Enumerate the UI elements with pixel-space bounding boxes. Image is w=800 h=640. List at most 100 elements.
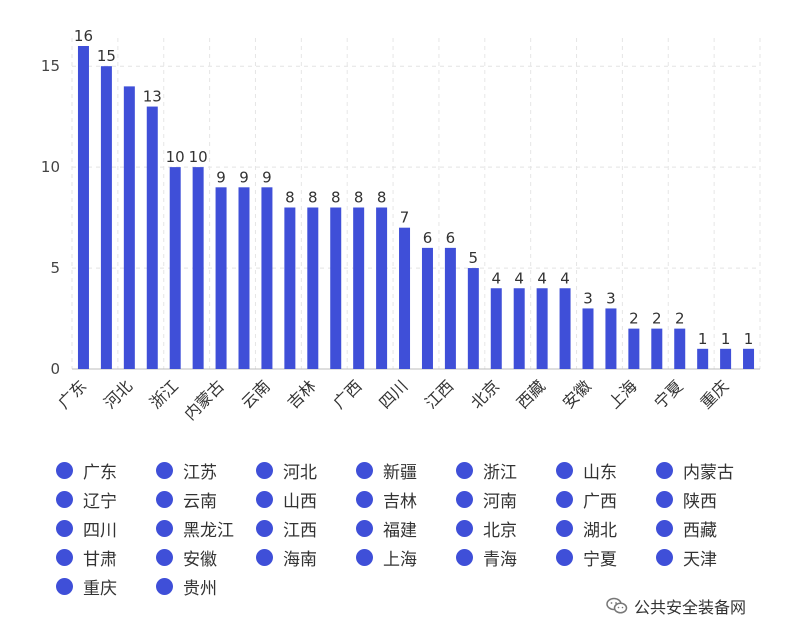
legend-item[interactable]: 吉林: [356, 487, 456, 512]
data-label: 1: [744, 330, 754, 348]
legend-item[interactable]: 上海: [356, 545, 456, 570]
legend-item[interactable]: 黑龙江: [156, 516, 256, 541]
bar: [743, 348, 755, 369]
legend-label: 安徽: [183, 550, 217, 570]
legend-dot-icon: [656, 520, 673, 537]
data-label: 2: [675, 310, 685, 328]
data-label: 4: [514, 269, 524, 287]
x-tick-label: 上海: [605, 376, 641, 412]
legend-dot-icon: [56, 549, 73, 566]
legend-item[interactable]: 新疆: [356, 458, 456, 483]
legend-dot-icon: [56, 462, 73, 479]
bar: [330, 207, 342, 369]
legend-item[interactable]: 河北: [256, 458, 356, 483]
legend-label: 河南: [483, 492, 517, 512]
legend-label: 贵州: [183, 579, 217, 599]
data-label: 2: [652, 310, 662, 328]
legend-label: 甘肃: [83, 550, 117, 570]
legend-item[interactable]: 北京: [456, 516, 556, 541]
bar: [215, 187, 227, 369]
x-tick-label: 安徽: [559, 376, 595, 412]
legend-item[interactable]: 甘肃: [56, 545, 156, 570]
data-label: 8: [331, 189, 341, 207]
legend-label: 新疆: [383, 463, 417, 483]
bar: [192, 167, 204, 369]
legend-item[interactable]: 贵州: [156, 574, 256, 599]
legend-item[interactable]: 广西: [556, 487, 656, 512]
legend-item[interactable]: 安徽: [156, 545, 256, 570]
bar: [559, 288, 571, 369]
x-tick-label: 重庆: [696, 376, 732, 412]
legend-label: 吉林: [383, 492, 417, 512]
legend-item[interactable]: 海南: [256, 545, 356, 570]
legend-dot-icon: [556, 520, 573, 537]
legend-label: 四川: [83, 521, 117, 541]
legend-item[interactable]: 辽宁: [56, 487, 156, 512]
legend-dot-icon: [56, 578, 73, 595]
data-label: 3: [583, 289, 593, 307]
bar: [100, 66, 112, 369]
legend-item[interactable]: 山西: [256, 487, 356, 512]
bar: [123, 86, 135, 369]
legend-item[interactable]: 山东: [556, 458, 656, 483]
legend-label: 江苏: [183, 463, 217, 483]
legend-dot-icon: [156, 578, 173, 595]
data-label: 2: [629, 310, 639, 328]
legend-dot-icon: [656, 549, 673, 566]
legend-label: 辽宁: [83, 492, 117, 512]
legend-item[interactable]: 江苏: [156, 458, 256, 483]
y-tick-label: 5: [50, 259, 60, 277]
data-label: 8: [285, 189, 295, 207]
data-label: 6: [446, 229, 456, 247]
legend-label: 山西: [283, 492, 317, 512]
legend-item[interactable]: 四川: [56, 516, 156, 541]
x-tick-label: 浙江: [146, 376, 182, 412]
bar: [697, 348, 709, 369]
legend-item[interactable]: 宁夏: [556, 545, 656, 570]
legend-dot-icon: [456, 491, 473, 508]
data-label: 16: [74, 27, 93, 45]
data-label: 10: [166, 148, 185, 166]
bar: [284, 207, 296, 369]
legend-label: 云南: [183, 492, 217, 512]
legend-item[interactable]: 江西: [256, 516, 356, 541]
legend-label: 浙江: [483, 463, 517, 483]
legend-item[interactable]: 内蒙古: [656, 458, 756, 483]
legend-label: 内蒙古: [683, 463, 734, 483]
legend-item[interactable]: 青海: [456, 545, 556, 570]
legend-label: 重庆: [83, 579, 117, 599]
x-tick-label: 广西: [329, 376, 365, 412]
legend-dot-icon: [556, 462, 573, 479]
legend-label: 宁夏: [583, 550, 617, 570]
data-label: 8: [308, 189, 318, 207]
bar: [651, 328, 663, 369]
legend-dot-icon: [156, 520, 173, 537]
legend-label: 西藏: [683, 521, 717, 541]
legend-label: 山东: [583, 463, 617, 483]
data-label: 3: [606, 289, 616, 307]
legend-label: 海南: [283, 550, 317, 570]
y-tick-label: 10: [41, 158, 60, 176]
y-tick-label: 15: [41, 57, 60, 75]
legend-dot-icon: [256, 520, 273, 537]
legend-item[interactable]: 湖北: [556, 516, 656, 541]
legend-label: 天津: [683, 550, 717, 570]
legend-item[interactable]: 西藏: [656, 516, 756, 541]
legend-item[interactable]: 浙江: [456, 458, 556, 483]
legend-item[interactable]: 重庆: [56, 574, 156, 599]
x-tick-label: 宁夏: [650, 376, 686, 412]
bar: [353, 207, 365, 369]
legend-item[interactable]: 云南: [156, 487, 256, 512]
legend-item[interactable]: 广东: [56, 458, 156, 483]
legend-item[interactable]: 福建: [356, 516, 456, 541]
data-label: 1: [721, 330, 731, 348]
legend-item[interactable]: 陕西: [656, 487, 756, 512]
legend-label: 福建: [383, 521, 417, 541]
legend-item[interactable]: 河南: [456, 487, 556, 512]
x-tick-label: 吉林: [284, 376, 320, 412]
legend-dot-icon: [656, 462, 673, 479]
legend-item[interactable]: 天津: [656, 545, 756, 570]
legend-dot-icon: [356, 520, 373, 537]
bar: [399, 227, 411, 369]
